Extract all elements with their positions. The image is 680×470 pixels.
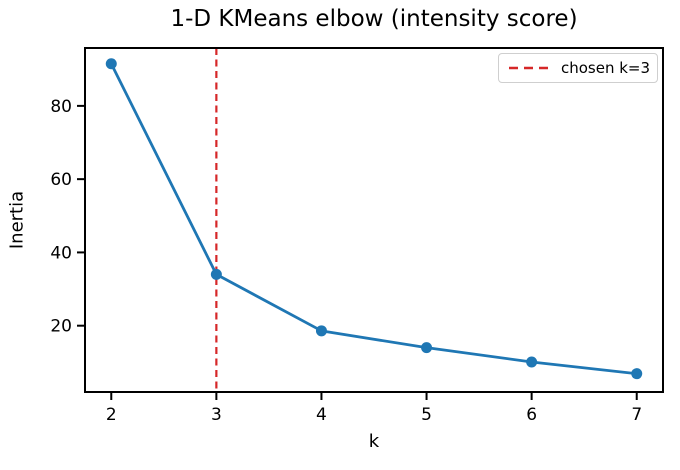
data-point-marker [315, 325, 327, 337]
data-point-marker [526, 356, 538, 368]
x-tick-label: 2 [106, 405, 117, 425]
series-line [109, 62, 639, 376]
y-tick-label: 80 [50, 97, 72, 117]
legend-line-sample [509, 66, 551, 70]
axes-frame [84, 47, 664, 393]
x-tick-label: 5 [421, 405, 432, 425]
x-tick-label: 6 [526, 405, 537, 425]
x-tick-label: 4 [316, 405, 327, 425]
legend-label: chosen k=3 [561, 59, 651, 77]
y-tick-label: 20 [50, 317, 72, 337]
data-point-marker [105, 58, 117, 70]
y-tick-label: 60 [50, 170, 72, 190]
x-axis-label: k [368, 431, 380, 452]
chart-title: 1-D KMeans elbow (intensity score) [170, 6, 578, 32]
data-point-marker [631, 368, 643, 380]
x-tick-label: 3 [211, 405, 222, 425]
x-tick-label: 7 [631, 405, 642, 425]
data-point-marker [421, 342, 433, 354]
y-tick-label: 40 [50, 243, 72, 263]
data-point-marker [210, 268, 222, 280]
legend: chosen k=3 [498, 53, 658, 83]
